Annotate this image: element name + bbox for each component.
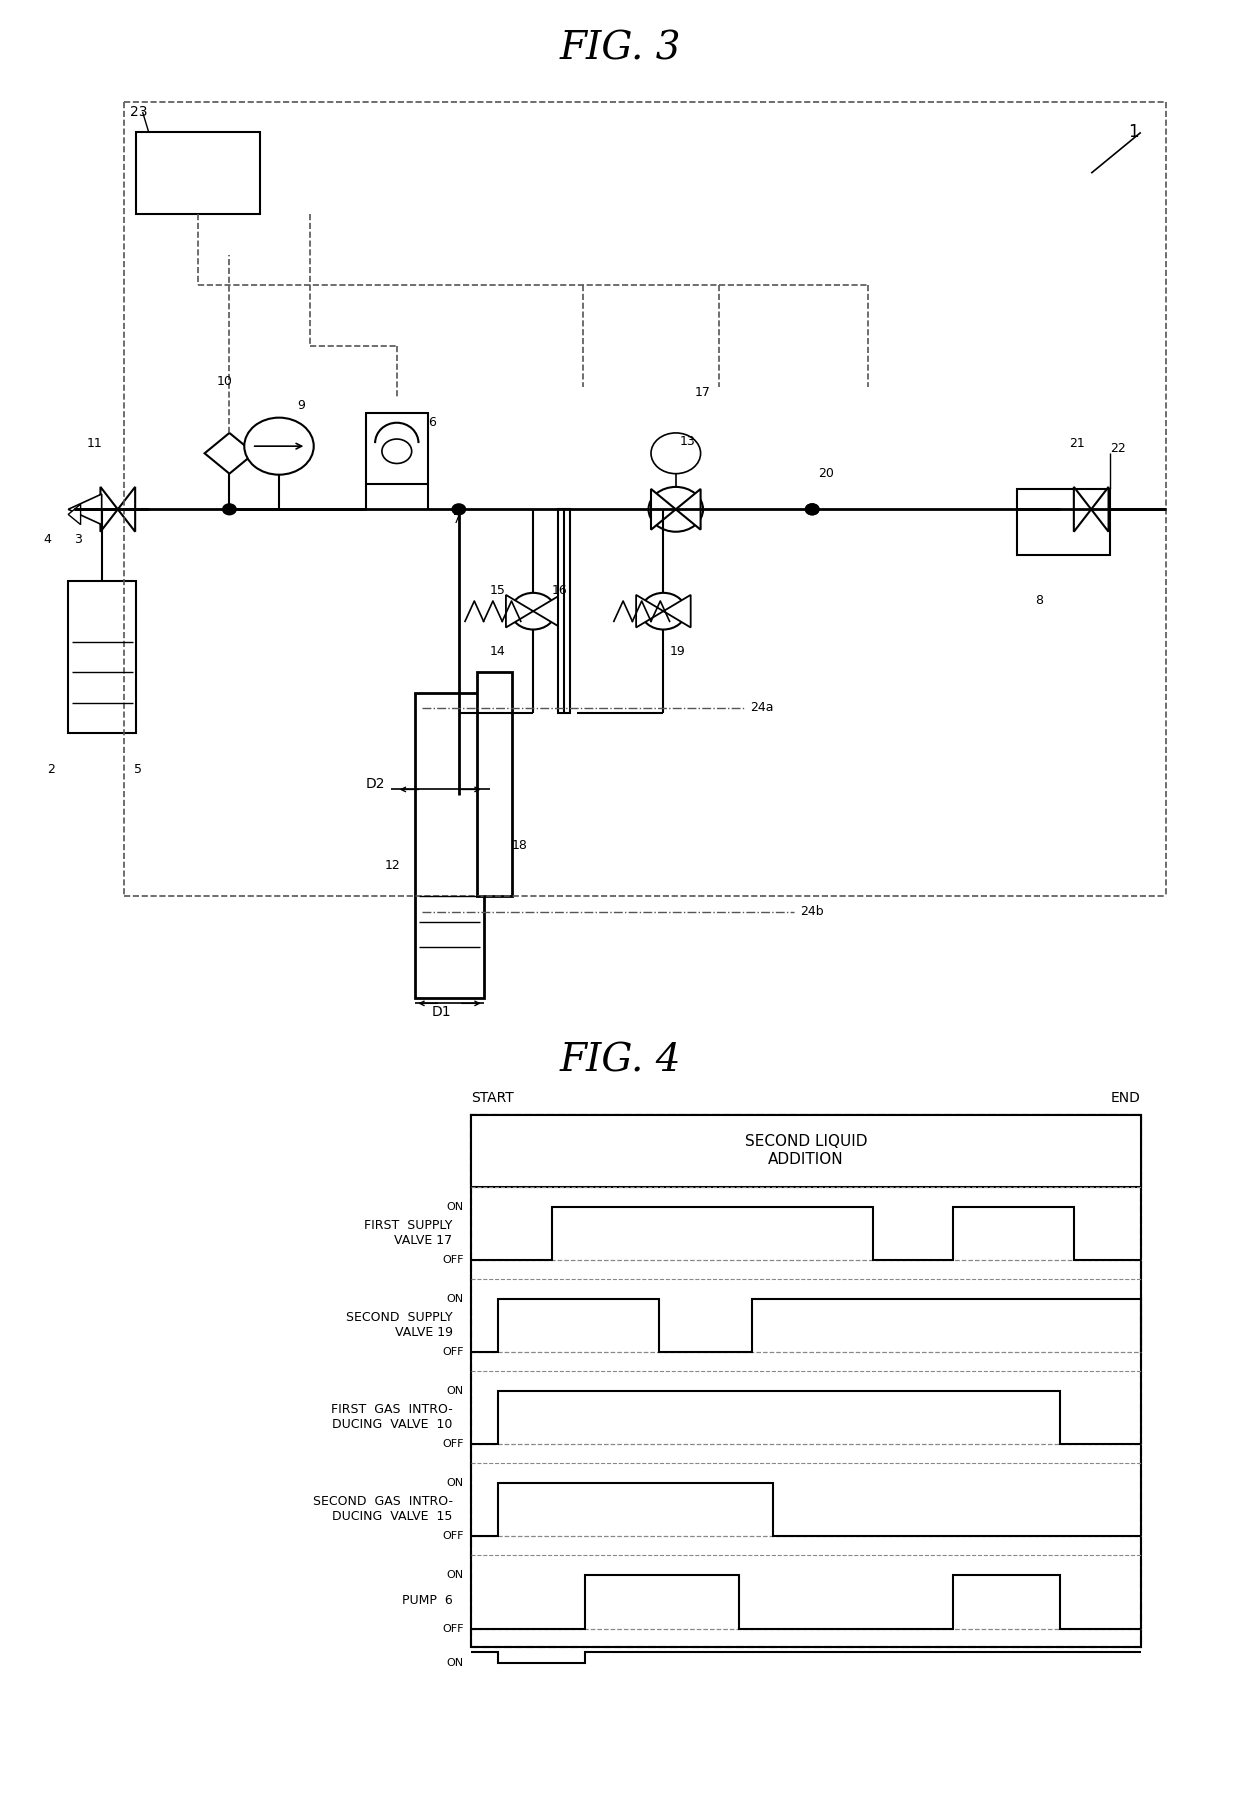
Text: FIG. 3: FIG. 3 (559, 31, 681, 67)
Text: 8: 8 (1035, 595, 1043, 608)
Text: SECOND  GAS  INTRO-
DUCING  VALVE  15: SECOND GAS INTRO- DUCING VALVE 15 (312, 1495, 453, 1523)
Text: 3: 3 (74, 533, 82, 546)
Circle shape (805, 504, 820, 515)
Circle shape (651, 433, 701, 473)
Text: OFF: OFF (443, 1532, 464, 1541)
Text: 19: 19 (670, 646, 686, 658)
Circle shape (244, 418, 314, 475)
Circle shape (649, 487, 703, 531)
Text: 20: 20 (818, 467, 835, 480)
Text: 5: 5 (134, 762, 141, 775)
Circle shape (805, 504, 820, 515)
Text: OFF: OFF (443, 1348, 464, 1357)
Polygon shape (506, 595, 533, 628)
Bar (1017, 489, 1110, 555)
Text: START: START (471, 1091, 513, 1106)
Text: 1: 1 (1128, 124, 1140, 142)
Circle shape (222, 504, 237, 515)
Polygon shape (533, 595, 560, 628)
Text: FIRST  GAS  INTRO-
DUCING  VALVE  10: FIRST GAS INTRO- DUCING VALVE 10 (331, 1402, 453, 1432)
Polygon shape (68, 504, 81, 524)
Polygon shape (205, 433, 254, 473)
Text: 23: 23 (130, 106, 148, 118)
Text: 2: 2 (47, 762, 55, 775)
Text: OFF: OFF (443, 1624, 464, 1633)
Bar (68, 580, 136, 733)
Text: D1: D1 (432, 1004, 451, 1019)
Text: ON: ON (446, 1659, 464, 1668)
Text: 10: 10 (217, 375, 233, 389)
Text: 7: 7 (453, 513, 460, 526)
Polygon shape (651, 489, 676, 529)
Text: 22: 22 (1110, 442, 1126, 455)
Text: 12: 12 (384, 859, 401, 873)
Text: 9: 9 (298, 398, 305, 411)
Text: 11: 11 (87, 437, 103, 449)
Polygon shape (663, 595, 691, 628)
Bar (136, 133, 260, 215)
Text: ON: ON (446, 1293, 464, 1304)
Circle shape (451, 504, 466, 515)
Text: SECOND LIQUID
ADDITION: SECOND LIQUID ADDITION (745, 1135, 867, 1168)
Text: ON: ON (446, 1479, 464, 1488)
Text: 16: 16 (552, 584, 568, 597)
Text: END: END (1111, 1091, 1141, 1106)
Polygon shape (100, 487, 118, 531)
Text: FIRST  SUPPLY
VALVE 17: FIRST SUPPLY VALVE 17 (365, 1219, 453, 1246)
Text: 24b: 24b (800, 906, 823, 919)
Bar (366, 413, 428, 484)
Polygon shape (118, 487, 135, 531)
Bar (471, 1115, 1141, 1646)
Text: 24a: 24a (750, 702, 774, 715)
Circle shape (641, 593, 686, 629)
Polygon shape (636, 595, 663, 628)
Text: FIG. 4: FIG. 4 (559, 1042, 681, 1080)
Text: ON: ON (446, 1386, 464, 1395)
Text: 21: 21 (1069, 437, 1085, 449)
Text: OFF: OFF (443, 1255, 464, 1266)
Text: OFF: OFF (443, 1439, 464, 1450)
Polygon shape (676, 489, 701, 529)
Circle shape (668, 504, 683, 515)
Text: 4: 4 (43, 533, 51, 546)
Polygon shape (1074, 487, 1091, 531)
Bar (471, 1115, 1141, 1186)
Text: ON: ON (446, 1570, 464, 1581)
Bar (558, 509, 570, 713)
Circle shape (382, 438, 412, 464)
Bar (415, 693, 484, 999)
Text: D2: D2 (366, 777, 386, 791)
Text: 15: 15 (490, 584, 506, 597)
Text: 17: 17 (694, 386, 711, 398)
Circle shape (511, 593, 556, 629)
Polygon shape (68, 495, 102, 524)
Text: PUMP  6: PUMP 6 (402, 1595, 453, 1608)
Text: 18: 18 (512, 839, 528, 851)
Bar (477, 673, 512, 897)
Text: 14: 14 (490, 646, 506, 658)
Text: 6: 6 (428, 417, 435, 429)
Bar (471, 1115, 1141, 1646)
Text: SECOND  SUPPLY
VALVE 19: SECOND SUPPLY VALVE 19 (346, 1311, 453, 1339)
Text: 13: 13 (680, 435, 696, 447)
Polygon shape (1091, 487, 1109, 531)
Text: ON: ON (446, 1202, 464, 1211)
